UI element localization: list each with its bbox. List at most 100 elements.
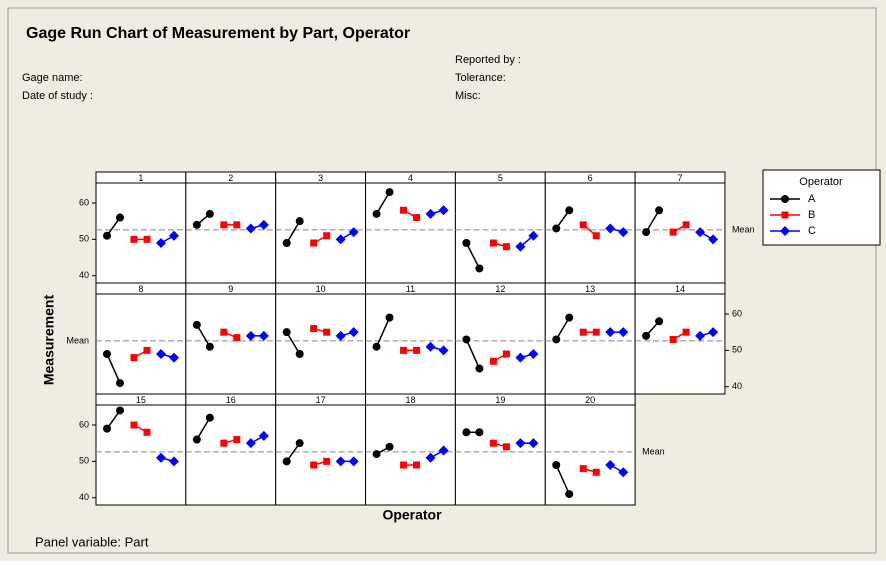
panel — [365, 404, 456, 506]
tolerance: Tolerance: — [455, 72, 506, 84]
panel — [185, 404, 277, 506]
marker — [618, 467, 629, 478]
panel-label: 1 — [138, 173, 143, 183]
legend-label: C — [808, 225, 816, 237]
panel-label: 6 — [588, 173, 593, 183]
marker — [103, 424, 111, 433]
legend-title: Operator — [799, 176, 843, 188]
chart-title: Gage Run Chart of Measurement by Part, O… — [26, 25, 410, 42]
marker — [130, 354, 138, 362]
marker — [258, 219, 269, 230]
panel-label: 16 — [226, 395, 236, 405]
marker — [385, 313, 394, 322]
marker — [579, 328, 587, 336]
marker — [618, 227, 629, 238]
panel-label: 15 — [136, 395, 146, 405]
marker — [323, 232, 331, 240]
reported-by: Reported by : — [455, 54, 521, 66]
marker — [143, 346, 151, 354]
marker — [282, 239, 291, 247]
marker — [220, 328, 228, 336]
marker — [565, 206, 574, 215]
marker — [695, 330, 706, 341]
marker — [605, 327, 616, 338]
marker — [642, 228, 651, 237]
marker — [489, 239, 497, 247]
marker — [372, 450, 381, 459]
marker — [655, 206, 664, 215]
marker — [130, 235, 138, 243]
marker — [372, 342, 381, 351]
y-tick-label: 50 — [732, 345, 742, 355]
panel-label: 12 — [495, 284, 505, 294]
marker — [552, 461, 561, 469]
panel-label: 20 — [585, 395, 595, 405]
marker — [169, 230, 179, 241]
marker — [552, 224, 561, 233]
marker — [515, 438, 526, 449]
marker — [220, 439, 228, 447]
series-line — [465, 339, 481, 369]
marker — [515, 352, 526, 363]
marker — [592, 328, 600, 336]
marker — [528, 230, 539, 241]
marker — [192, 320, 201, 329]
marker — [103, 231, 111, 240]
legend-marker — [780, 226, 790, 236]
panel-label: 4 — [408, 173, 413, 183]
marker — [205, 413, 214, 422]
marker — [348, 327, 359, 338]
marker — [475, 428, 484, 437]
series-line — [196, 324, 211, 348]
legend-marker — [781, 195, 789, 203]
marker — [669, 228, 677, 236]
panel — [544, 293, 636, 395]
marker — [438, 205, 449, 216]
marker — [295, 439, 304, 448]
panel — [185, 182, 277, 284]
marker — [192, 220, 201, 229]
marker — [156, 452, 166, 463]
marker — [425, 452, 436, 463]
marker — [116, 379, 124, 388]
marker — [233, 436, 241, 444]
marker — [205, 342, 214, 351]
marker — [310, 461, 318, 469]
panel — [544, 404, 636, 506]
y-tick-label: 60 — [79, 197, 89, 207]
marker — [528, 438, 539, 449]
marker — [335, 456, 346, 467]
marker — [579, 465, 587, 473]
marker — [169, 456, 179, 467]
gage-name: Gage name: — [22, 72, 83, 84]
marker — [462, 335, 471, 344]
marker — [245, 223, 256, 234]
frame — [7, 7, 877, 554]
marker — [669, 335, 677, 343]
panel — [275, 293, 367, 395]
panel-label: 11 — [406, 284, 415, 294]
series-line — [106, 353, 121, 384]
marker — [528, 349, 539, 359]
marker — [515, 241, 526, 252]
marker — [552, 335, 561, 344]
panel-label: 7 — [678, 173, 683, 183]
panel — [185, 293, 277, 395]
marker — [462, 239, 471, 247]
panel-label: 13 — [585, 284, 595, 294]
marker — [618, 327, 629, 338]
marker — [169, 352, 179, 363]
mean-label: Mean — [66, 335, 89, 345]
panel-label: 17 — [316, 395, 326, 405]
marker — [489, 439, 497, 447]
marker — [295, 350, 304, 358]
y-tick-label: 40 — [732, 381, 742, 391]
marker — [116, 406, 124, 415]
marker — [130, 421, 138, 429]
marker — [425, 208, 436, 219]
misc: Misc: — [455, 90, 481, 102]
marker — [258, 330, 269, 341]
series-line — [465, 242, 481, 269]
marker — [462, 428, 471, 437]
marker — [372, 209, 381, 218]
